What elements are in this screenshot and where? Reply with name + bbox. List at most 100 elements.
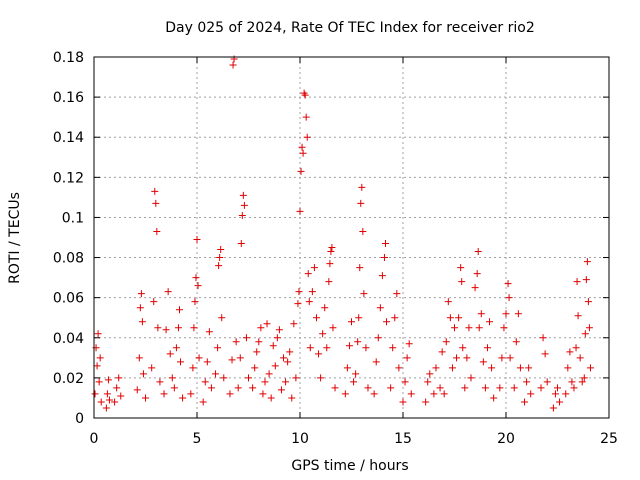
data-point	[104, 376, 112, 384]
data-point	[195, 354, 203, 362]
data-point	[282, 378, 290, 386]
data-point	[271, 362, 279, 370]
data-point	[372, 358, 380, 366]
data-point	[275, 326, 283, 334]
data-point	[259, 390, 267, 398]
data-point	[175, 306, 183, 314]
data-point	[296, 207, 304, 215]
data-point	[192, 274, 200, 282]
data-point	[580, 374, 588, 382]
data-point	[151, 187, 159, 195]
data-point	[312, 314, 320, 322]
data-point	[317, 374, 325, 382]
data-point	[135, 354, 143, 362]
data-point	[325, 278, 333, 286]
data-point	[190, 324, 198, 332]
data-point	[218, 314, 226, 322]
data-point	[551, 390, 559, 398]
data-point	[164, 288, 172, 296]
data-point	[436, 384, 444, 392]
data-point	[329, 324, 337, 332]
data-point	[220, 374, 228, 382]
x-tick-label: 0	[90, 431, 99, 447]
data-point	[354, 338, 362, 346]
data-point	[455, 314, 463, 322]
data-point	[142, 394, 149, 402]
data-point	[539, 334, 547, 342]
data-point	[111, 398, 119, 406]
data-point	[574, 312, 582, 320]
data-point	[298, 143, 306, 151]
data-point	[586, 364, 594, 372]
data-point	[516, 364, 524, 372]
data-point	[525, 364, 533, 372]
data-point	[251, 364, 259, 372]
data-point	[133, 386, 141, 394]
data-point	[581, 330, 589, 338]
data-point	[510, 384, 518, 392]
data-point	[290, 320, 298, 328]
data-point	[328, 244, 336, 252]
plot-frame	[93, 56, 610, 419]
x-tick-label: 20	[497, 431, 515, 447]
data-point	[357, 199, 365, 207]
data-point	[463, 354, 471, 362]
x-axis-label: GPS time / hours	[291, 458, 408, 474]
data-point	[483, 344, 491, 352]
data-point	[448, 364, 456, 372]
data-point	[294, 300, 302, 308]
data-point	[453, 354, 461, 362]
data-point	[465, 324, 473, 332]
data-point	[305, 298, 313, 306]
data-point	[261, 378, 269, 386]
data-point	[267, 394, 275, 402]
data-point	[358, 183, 366, 191]
data-point	[299, 149, 307, 157]
data-point	[189, 364, 197, 372]
data-point	[505, 294, 513, 302]
data-point	[304, 270, 312, 278]
data-point	[543, 378, 551, 386]
data-point	[585, 324, 593, 332]
data-point	[438, 348, 446, 356]
data-point	[216, 254, 224, 262]
data-point	[153, 227, 161, 235]
data-point	[355, 314, 363, 322]
data-point	[573, 278, 581, 286]
data-point	[432, 364, 440, 372]
data-point	[302, 113, 310, 121]
data-point	[199, 398, 207, 406]
data-point	[113, 384, 121, 392]
data-point	[253, 348, 261, 356]
data-point	[203, 358, 211, 366]
data-point	[310, 264, 318, 272]
data-point	[583, 258, 591, 266]
data-point	[217, 246, 225, 254]
data-point	[255, 338, 263, 346]
data-point	[364, 384, 372, 392]
data-point	[506, 354, 514, 362]
data-point	[473, 270, 481, 278]
data-point	[95, 378, 103, 386]
y-tick-label: 0.04	[53, 331, 84, 347]
data-point	[350, 378, 358, 386]
data-point	[356, 264, 364, 272]
data-point	[570, 384, 578, 392]
data-point	[201, 378, 209, 386]
data-point	[474, 248, 482, 256]
data-point	[459, 344, 467, 352]
data-point	[407, 390, 415, 398]
data-point	[327, 248, 335, 256]
data-point	[194, 282, 202, 290]
data-point	[148, 364, 156, 372]
data-point	[430, 390, 438, 398]
data-point	[475, 324, 483, 332]
data-point	[240, 201, 248, 209]
data-point	[238, 211, 246, 219]
data-point	[467, 374, 475, 382]
data-point	[331, 384, 339, 392]
data-point	[321, 304, 329, 312]
data-point	[226, 390, 234, 398]
data-point	[102, 404, 110, 412]
data-point	[319, 330, 327, 338]
